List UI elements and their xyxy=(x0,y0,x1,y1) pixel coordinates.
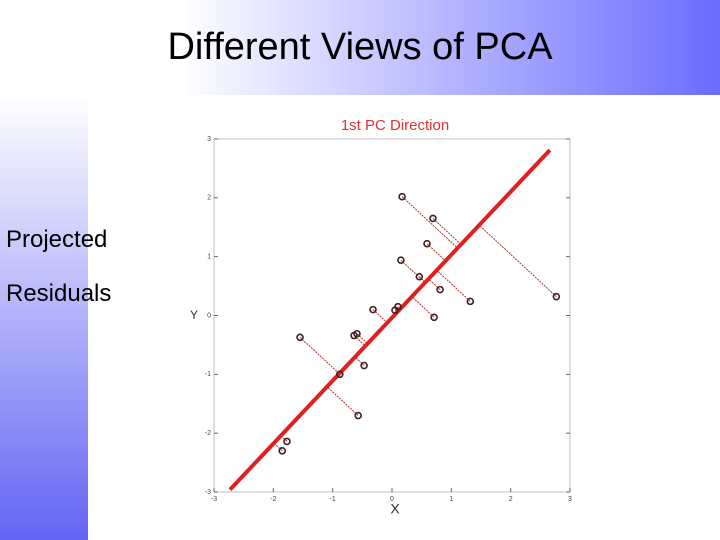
bullet: Projected xyxy=(6,226,108,253)
point xyxy=(335,370,344,379)
point xyxy=(354,411,362,420)
point xyxy=(391,306,399,315)
residual xyxy=(299,336,340,375)
residual xyxy=(356,333,368,344)
x-tick-label: -3 xyxy=(211,496,217,503)
x-tick-label: -1 xyxy=(330,496,336,503)
point xyxy=(350,331,358,340)
y-tick-label: 1 xyxy=(207,254,211,261)
point xyxy=(429,214,437,223)
residual xyxy=(401,196,458,249)
x-tick-label: 3 xyxy=(568,496,572,503)
chart-title: 1st PC Direction xyxy=(341,117,449,134)
point xyxy=(278,447,287,455)
y-tick-label: 0 xyxy=(207,312,211,319)
point xyxy=(360,361,368,370)
pc-line xyxy=(228,148,552,492)
point xyxy=(430,313,438,322)
residual xyxy=(353,335,366,347)
point xyxy=(415,272,424,281)
residual xyxy=(326,386,359,416)
x-tick-label: 2 xyxy=(509,496,513,503)
y-tick-label: -1 xyxy=(205,371,211,378)
point xyxy=(552,292,561,301)
residual xyxy=(478,224,557,298)
point xyxy=(369,305,377,314)
x-axis-label: X xyxy=(390,501,400,517)
residual xyxy=(432,218,462,245)
side-band xyxy=(0,95,88,540)
residual xyxy=(436,269,471,302)
point xyxy=(397,256,405,264)
y-tick-label: -2 xyxy=(205,430,211,437)
point xyxy=(296,333,304,342)
residual xyxy=(411,296,435,318)
y-tick-label: 2 xyxy=(207,195,211,202)
y-axis-label: Y xyxy=(190,308,198,322)
point xyxy=(436,285,444,294)
residual xyxy=(426,243,446,262)
x-tick-label: 1 xyxy=(449,496,453,503)
bullet: Residuals xyxy=(6,280,112,307)
point xyxy=(398,192,406,201)
point xyxy=(466,297,475,306)
residual xyxy=(354,356,365,366)
y-tick-label: 3 xyxy=(207,136,211,143)
x-tick-label: 0 xyxy=(390,496,394,503)
residual xyxy=(428,278,441,290)
slide-title: Different Views of PCA xyxy=(167,26,553,68)
point xyxy=(423,239,431,248)
y-tick-label: -3 xyxy=(205,489,211,496)
x-tick-label: -2 xyxy=(270,496,276,503)
title-band xyxy=(0,0,720,95)
point xyxy=(283,437,291,446)
